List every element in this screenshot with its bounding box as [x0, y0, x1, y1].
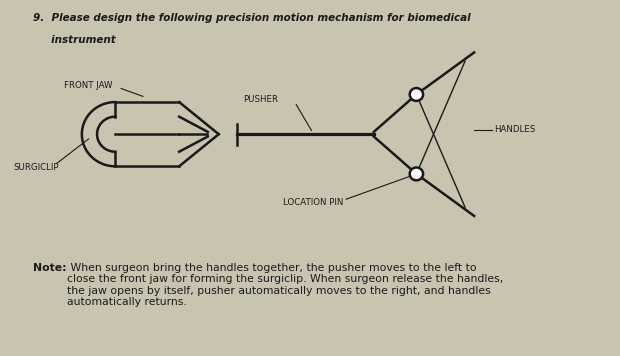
Text: PUSHER: PUSHER	[243, 95, 278, 104]
Text: SURGICLIP: SURGICLIP	[14, 163, 60, 172]
Text: Note:: Note:	[33, 263, 67, 273]
Text: When surgeon bring the handles together, the pusher moves to the left to
close t: When surgeon bring the handles together,…	[66, 263, 503, 308]
Text: LOCATION PIN: LOCATION PIN	[283, 198, 343, 207]
Circle shape	[410, 88, 423, 101]
Text: 9.  Please design the following precision motion mechanism for biomedical: 9. Please design the following precision…	[33, 13, 471, 23]
Text: instrument: instrument	[33, 35, 116, 45]
Text: FRONT JAW: FRONT JAW	[64, 81, 112, 90]
Circle shape	[410, 167, 423, 180]
Text: HANDLES: HANDLES	[494, 125, 535, 134]
